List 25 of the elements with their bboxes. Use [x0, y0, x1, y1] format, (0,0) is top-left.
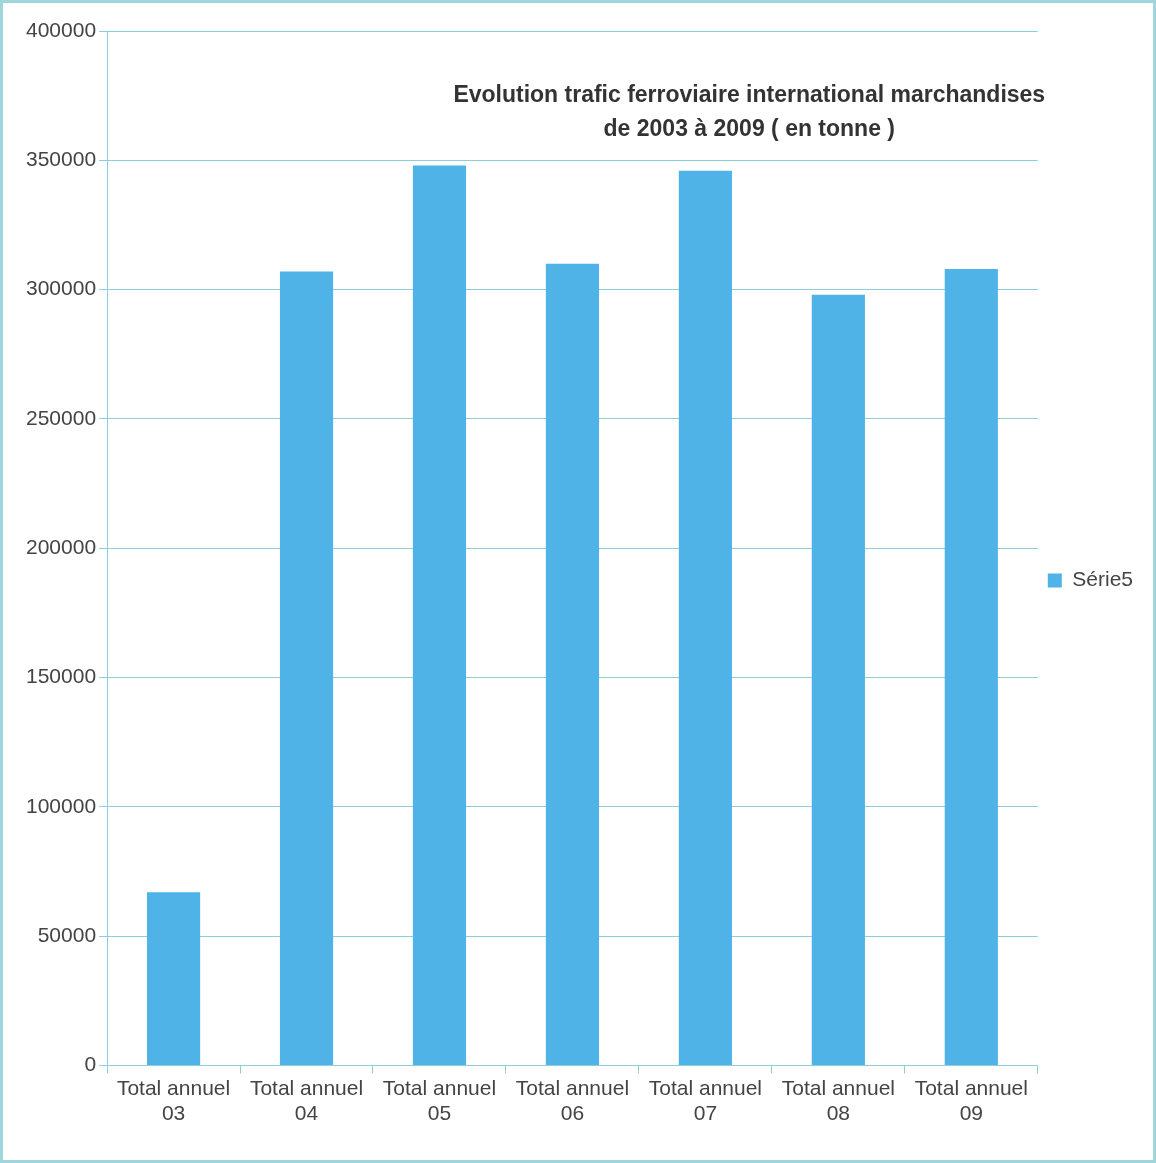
y-tick-label: 250000	[26, 405, 97, 429]
x-tick-label: Total annuel 09	[914, 1076, 1028, 1125]
x-tick-label: Total annuel 05	[382, 1076, 497, 1125]
y-tick-label: 300000	[26, 276, 97, 300]
bar	[545, 263, 600, 1066]
x-tick-label: Total annuel 04	[249, 1076, 364, 1125]
text: Evolution trafic ferroviaire international marchandises de 2003 à 2009 ( en tonne )	[453, 81, 1046, 142]
bar	[412, 165, 467, 1066]
x-tick-label: Total annuel 03	[116, 1076, 231, 1125]
y-tick-label: 400000	[26, 17, 97, 41]
legend-label: Série5	[1072, 567, 1133, 591]
y-tick-label: 0	[84, 1052, 97, 1076]
y-tick-label: 200000	[26, 535, 97, 559]
x-tick-label: Total annuel 06	[515, 1076, 630, 1125]
bar	[279, 271, 334, 1066]
bar	[944, 268, 998, 1066]
y-tick-label: 350000	[26, 147, 97, 171]
y-tick-label: 150000	[26, 664, 97, 688]
bar	[811, 294, 865, 1066]
y-tick-label: 100000	[26, 793, 97, 817]
bar	[678, 170, 732, 1066]
x-tick-label: Total annuel 07	[648, 1076, 763, 1125]
x-tick-label: Total annuel 08	[781, 1076, 895, 1125]
y-tick-label: 50000	[37, 923, 97, 947]
bar	[146, 892, 201, 1066]
